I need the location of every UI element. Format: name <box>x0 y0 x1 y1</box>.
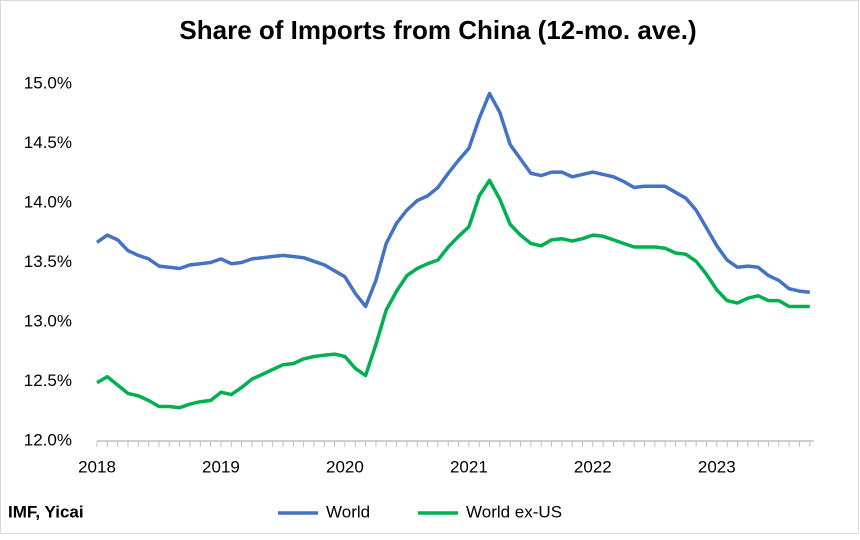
y-tick-label: 14.5% <box>24 133 72 152</box>
y-tick-label: 12.5% <box>24 371 72 390</box>
legend-label: World <box>326 502 370 521</box>
x-tick-label: 2021 <box>450 457 488 476</box>
line-series <box>95 91 811 309</box>
x-tick-label: 2022 <box>574 457 612 476</box>
x-tick-label: 2023 <box>698 457 736 476</box>
legend-label: World ex-US <box>466 502 562 521</box>
y-tick-label: 14.0% <box>24 192 72 211</box>
y-tick-label: 15.0% <box>24 73 72 92</box>
y-tick-label: 13.0% <box>24 311 72 330</box>
x-tick-label: 2018 <box>78 457 116 476</box>
x-tick-label: 2019 <box>202 457 240 476</box>
y-tick-label: 12.0% <box>24 430 72 449</box>
source-note: IMF, Yicai <box>8 502 84 521</box>
line-series <box>96 178 810 410</box>
chart-title: Share of Imports from China (12-mo. ave.… <box>179 15 696 45</box>
x-tick-label: 2020 <box>326 457 364 476</box>
y-tick-label: 13.5% <box>24 252 72 271</box>
